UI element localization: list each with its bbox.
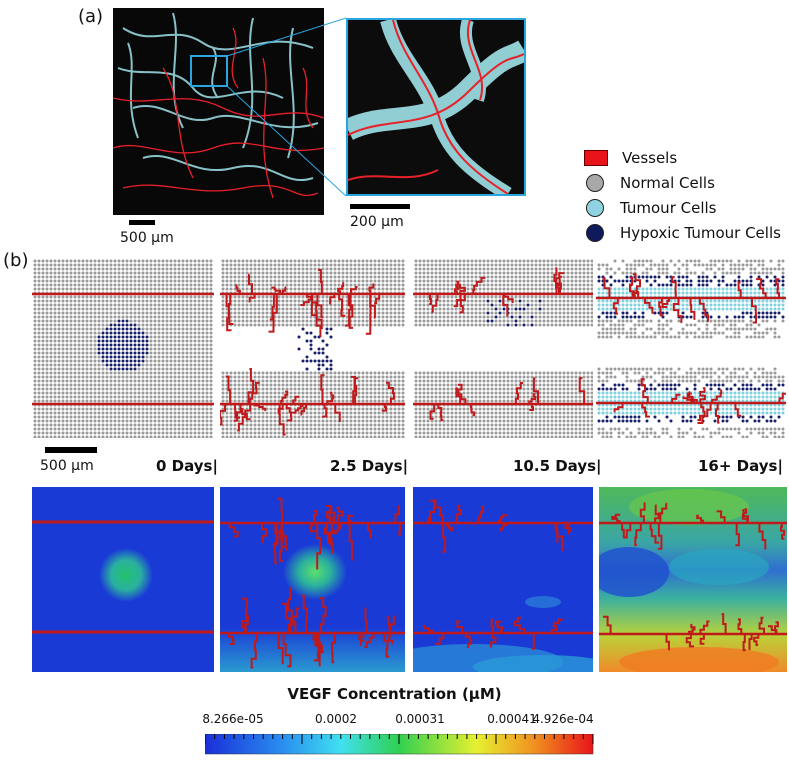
- colorbar-tick-3: 0.00041: [487, 712, 537, 726]
- legend-hypoxic-label: Hypoxic Tumour Cells: [620, 224, 781, 242]
- cells-panel-3-svg: [596, 259, 786, 438]
- colorbar-tick-1: 0.0002: [315, 712, 357, 726]
- vegf-panel-3: [599, 487, 787, 672]
- colorbar-tick-4: 4.926e-04: [532, 712, 594, 726]
- microscopy-overview-svg: [113, 8, 324, 215]
- cells-panel-1: [220, 258, 405, 438]
- legend-normal-swatch: [586, 174, 604, 192]
- scale-bar-a-left: [129, 220, 155, 225]
- microscopy-overview-image: [113, 8, 324, 215]
- legend-vessels-swatch: [584, 150, 608, 166]
- panel-b-label: (b): [3, 250, 29, 271]
- colorbar: [205, 734, 594, 755]
- scale-label-b: 500 μm: [40, 458, 94, 474]
- legend-vessels: Vessels: [584, 147, 677, 169]
- time-label-1: 2.5 Days|: [330, 457, 409, 475]
- time-label-0: 0 Days|: [156, 457, 218, 475]
- vegf-panel-0-svg: [32, 487, 214, 672]
- legend-tumour-swatch: [586, 199, 604, 217]
- scale-label-a-right: 200 μm: [350, 214, 404, 230]
- colorbar-tick-0: 8.266e-05: [202, 712, 264, 726]
- panel-a-label: (a): [78, 6, 104, 27]
- legend-vessels-label: Vessels: [622, 149, 678, 167]
- cells-panel-0: [32, 258, 214, 438]
- colorbar-title: VEGF Concentration (μM): [287, 685, 502, 703]
- scale-bar-b: [45, 447, 97, 453]
- cells-panel-3: [596, 258, 786, 438]
- cells-panel-0-svg: [32, 259, 214, 438]
- vegf-panel-3-svg: [599, 487, 787, 672]
- vegf-panel-0: [32, 487, 214, 672]
- microscopy-zoom-svg: [348, 20, 524, 194]
- time-label-3: 16+ Days|: [698, 457, 783, 475]
- cells-panel-1-svg: [220, 259, 405, 438]
- vegf-panel-1-svg: [220, 487, 405, 672]
- time-label-2: 10.5 Days|: [513, 457, 602, 475]
- legend-normal-cells: Normal Cells: [584, 172, 715, 194]
- cells-panel-2: [413, 258, 593, 438]
- legend-tumour-label: Tumour Cells: [620, 199, 717, 217]
- legend-hypoxic-swatch: [586, 224, 604, 242]
- scale-bar-a-right: [350, 204, 410, 209]
- legend-tumour-cells: Tumour Cells: [584, 197, 716, 219]
- legend-hypoxic-cells: Hypoxic Tumour Cells: [584, 222, 781, 244]
- legend-normal-label: Normal Cells: [620, 174, 715, 192]
- scale-label-a-left: 500 μm: [120, 230, 174, 246]
- vegf-panel-2-svg: [413, 487, 593, 672]
- colorbar-tick-2: 0.00031: [395, 712, 445, 726]
- cells-panel-2-svg: [413, 259, 593, 438]
- vegf-panel-1: [220, 487, 405, 672]
- vegf-panel-2: [413, 487, 593, 672]
- microscopy-zoom-image: [346, 18, 526, 196]
